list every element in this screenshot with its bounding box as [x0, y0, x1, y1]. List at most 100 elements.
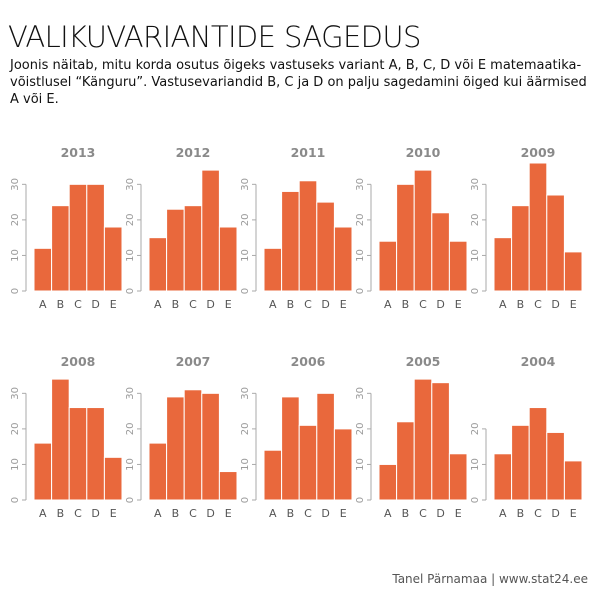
y-tick-label-2012-30: 30: [125, 178, 136, 191]
x-tick-label-2012-B: B: [172, 298, 180, 311]
bar-2004-D: [546, 431, 565, 501]
panel-title-2005: 2005: [406, 354, 441, 369]
panel-title-2006: 2006: [291, 354, 326, 369]
x-tick-label-2010-E: E: [455, 298, 462, 311]
y-tick-label-2011-10: 10: [240, 249, 251, 262]
y-tick-label-2007-20: 20: [125, 423, 136, 436]
x-tick-label-2007-E: E: [225, 507, 232, 520]
y-tick-label-2011-20: 20: [240, 214, 251, 227]
x-tick-label-2011-E: E: [340, 298, 347, 311]
x-tick-label-2012-D: D: [206, 298, 214, 311]
y-tick-label-2004-20: 20: [470, 423, 481, 436]
x-tick-label-2007-D: D: [206, 507, 214, 520]
y-tick-label-2004-10: 10: [470, 458, 481, 471]
x-tick-label-2009-C: C: [534, 298, 542, 311]
x-tick-label-2006-A: A: [269, 507, 277, 520]
bar-2005-E: [448, 453, 468, 501]
x-tick-label-2012-C: C: [189, 298, 197, 311]
x-tick-label-2010-C: C: [419, 298, 427, 311]
bar-2007-E: [218, 471, 238, 501]
y-tick-label-2005-10: 10: [355, 458, 366, 471]
x-tick-label-2006-B: B: [287, 507, 295, 520]
bar-2005-A: [378, 463, 398, 501]
y-tick-label-2004-0: 0: [470, 497, 481, 503]
bar-2006-E: [333, 428, 353, 501]
y-tick-label-2011-0: 0: [240, 288, 251, 294]
y-tick-label-2010-10: 10: [355, 249, 366, 262]
bar-2011-C: [298, 180, 318, 292]
x-tick-label-2009-E: E: [570, 298, 577, 311]
panel-title-2011: 2011: [291, 145, 326, 160]
x-tick-label-2004-E: E: [570, 507, 577, 520]
bar-2009-E: [563, 251, 583, 292]
panel-title-2007: 2007: [176, 354, 211, 369]
bar-2007-B: [166, 396, 185, 501]
x-tick-label-2011-D: D: [321, 298, 329, 311]
y-tick-label-2009-30: 30: [470, 178, 481, 191]
bar-2012-B: [166, 208, 185, 292]
x-tick-label-2010-D: D: [436, 298, 444, 311]
x-tick-label-2012-A: A: [154, 298, 162, 311]
x-tick-label-2009-B: B: [517, 298, 525, 311]
y-tick-label-2006-30: 30: [240, 387, 251, 400]
x-tick-label-2013-A: A: [39, 298, 47, 311]
y-tick-label-2012-10: 10: [125, 249, 136, 262]
x-tick-label-2007-C: C: [189, 507, 197, 520]
x-tick-label-2005-D: D: [436, 507, 444, 520]
x-tick-label-2007-A: A: [154, 507, 162, 520]
x-tick-label-2006-C: C: [304, 507, 312, 520]
bar-2009-C: [528, 162, 548, 292]
y-tick-label-2008-0: 0: [10, 497, 21, 503]
x-tick-label-2004-C: C: [534, 507, 542, 520]
y-tick-label-2013-20: 20: [10, 214, 21, 227]
y-tick-label-2007-30: 30: [125, 387, 136, 400]
bar-2004-B: [511, 424, 530, 501]
y-tick-label-2007-0: 0: [125, 497, 136, 503]
bar-2013-D: [86, 183, 105, 292]
bar-2007-A: [148, 442, 168, 501]
x-tick-label-2011-B: B: [287, 298, 295, 311]
bar-2011-A: [263, 247, 283, 292]
chart-description: Joonis näitab, mitu korda osutus õigeks …: [10, 58, 587, 107]
x-tick-label-2004-D: D: [551, 507, 559, 520]
y-tick-label-2008-30: 30: [10, 387, 21, 400]
bar-2008-D: [86, 407, 105, 501]
bar-2011-D: [316, 201, 335, 292]
x-tick-label-2004-A: A: [499, 507, 507, 520]
x-tick-label-2008-A: A: [39, 507, 47, 520]
bar-2009-D: [546, 194, 565, 292]
x-tick-label-2008-B: B: [57, 507, 65, 520]
bar-2012-C: [183, 205, 203, 292]
bar-2010-B: [396, 183, 415, 292]
y-tick-label-2013-30: 30: [10, 178, 21, 191]
y-tick-label-2012-0: 0: [125, 288, 136, 294]
bar-2004-C: [528, 407, 548, 501]
x-tick-label-2012-E: E: [225, 298, 232, 311]
x-tick-label-2008-C: C: [74, 507, 82, 520]
panel-title-2012: 2012: [176, 145, 211, 160]
x-tick-label-2006-D: D: [321, 507, 329, 520]
bar-2012-E: [218, 226, 238, 292]
bar-2010-C: [413, 169, 433, 292]
y-tick-label-2012-20: 20: [125, 214, 136, 227]
bar-2013-E: [103, 226, 123, 292]
bar-2010-E: [448, 240, 468, 292]
bar-2011-E: [333, 226, 353, 292]
bar-2011-B: [281, 190, 300, 292]
bar-2010-D: [431, 212, 450, 292]
x-tick-label-2004-B: B: [517, 507, 525, 520]
panel-title-2008: 2008: [61, 354, 96, 369]
y-tick-label-2006-0: 0: [240, 497, 251, 503]
x-tick-label-2006-E: E: [340, 507, 347, 520]
bar-2008-C: [68, 407, 88, 501]
bar-2007-C: [183, 389, 203, 501]
bar-2008-A: [33, 442, 53, 501]
bar-2009-B: [511, 205, 530, 292]
x-tick-label-2007-B: B: [172, 507, 180, 520]
bar-2006-A: [263, 449, 283, 501]
bar-2006-C: [298, 424, 318, 501]
x-tick-label-2005-E: E: [455, 507, 462, 520]
y-tick-label-2013-10: 10: [10, 249, 21, 262]
bar-2005-D: [431, 382, 450, 501]
